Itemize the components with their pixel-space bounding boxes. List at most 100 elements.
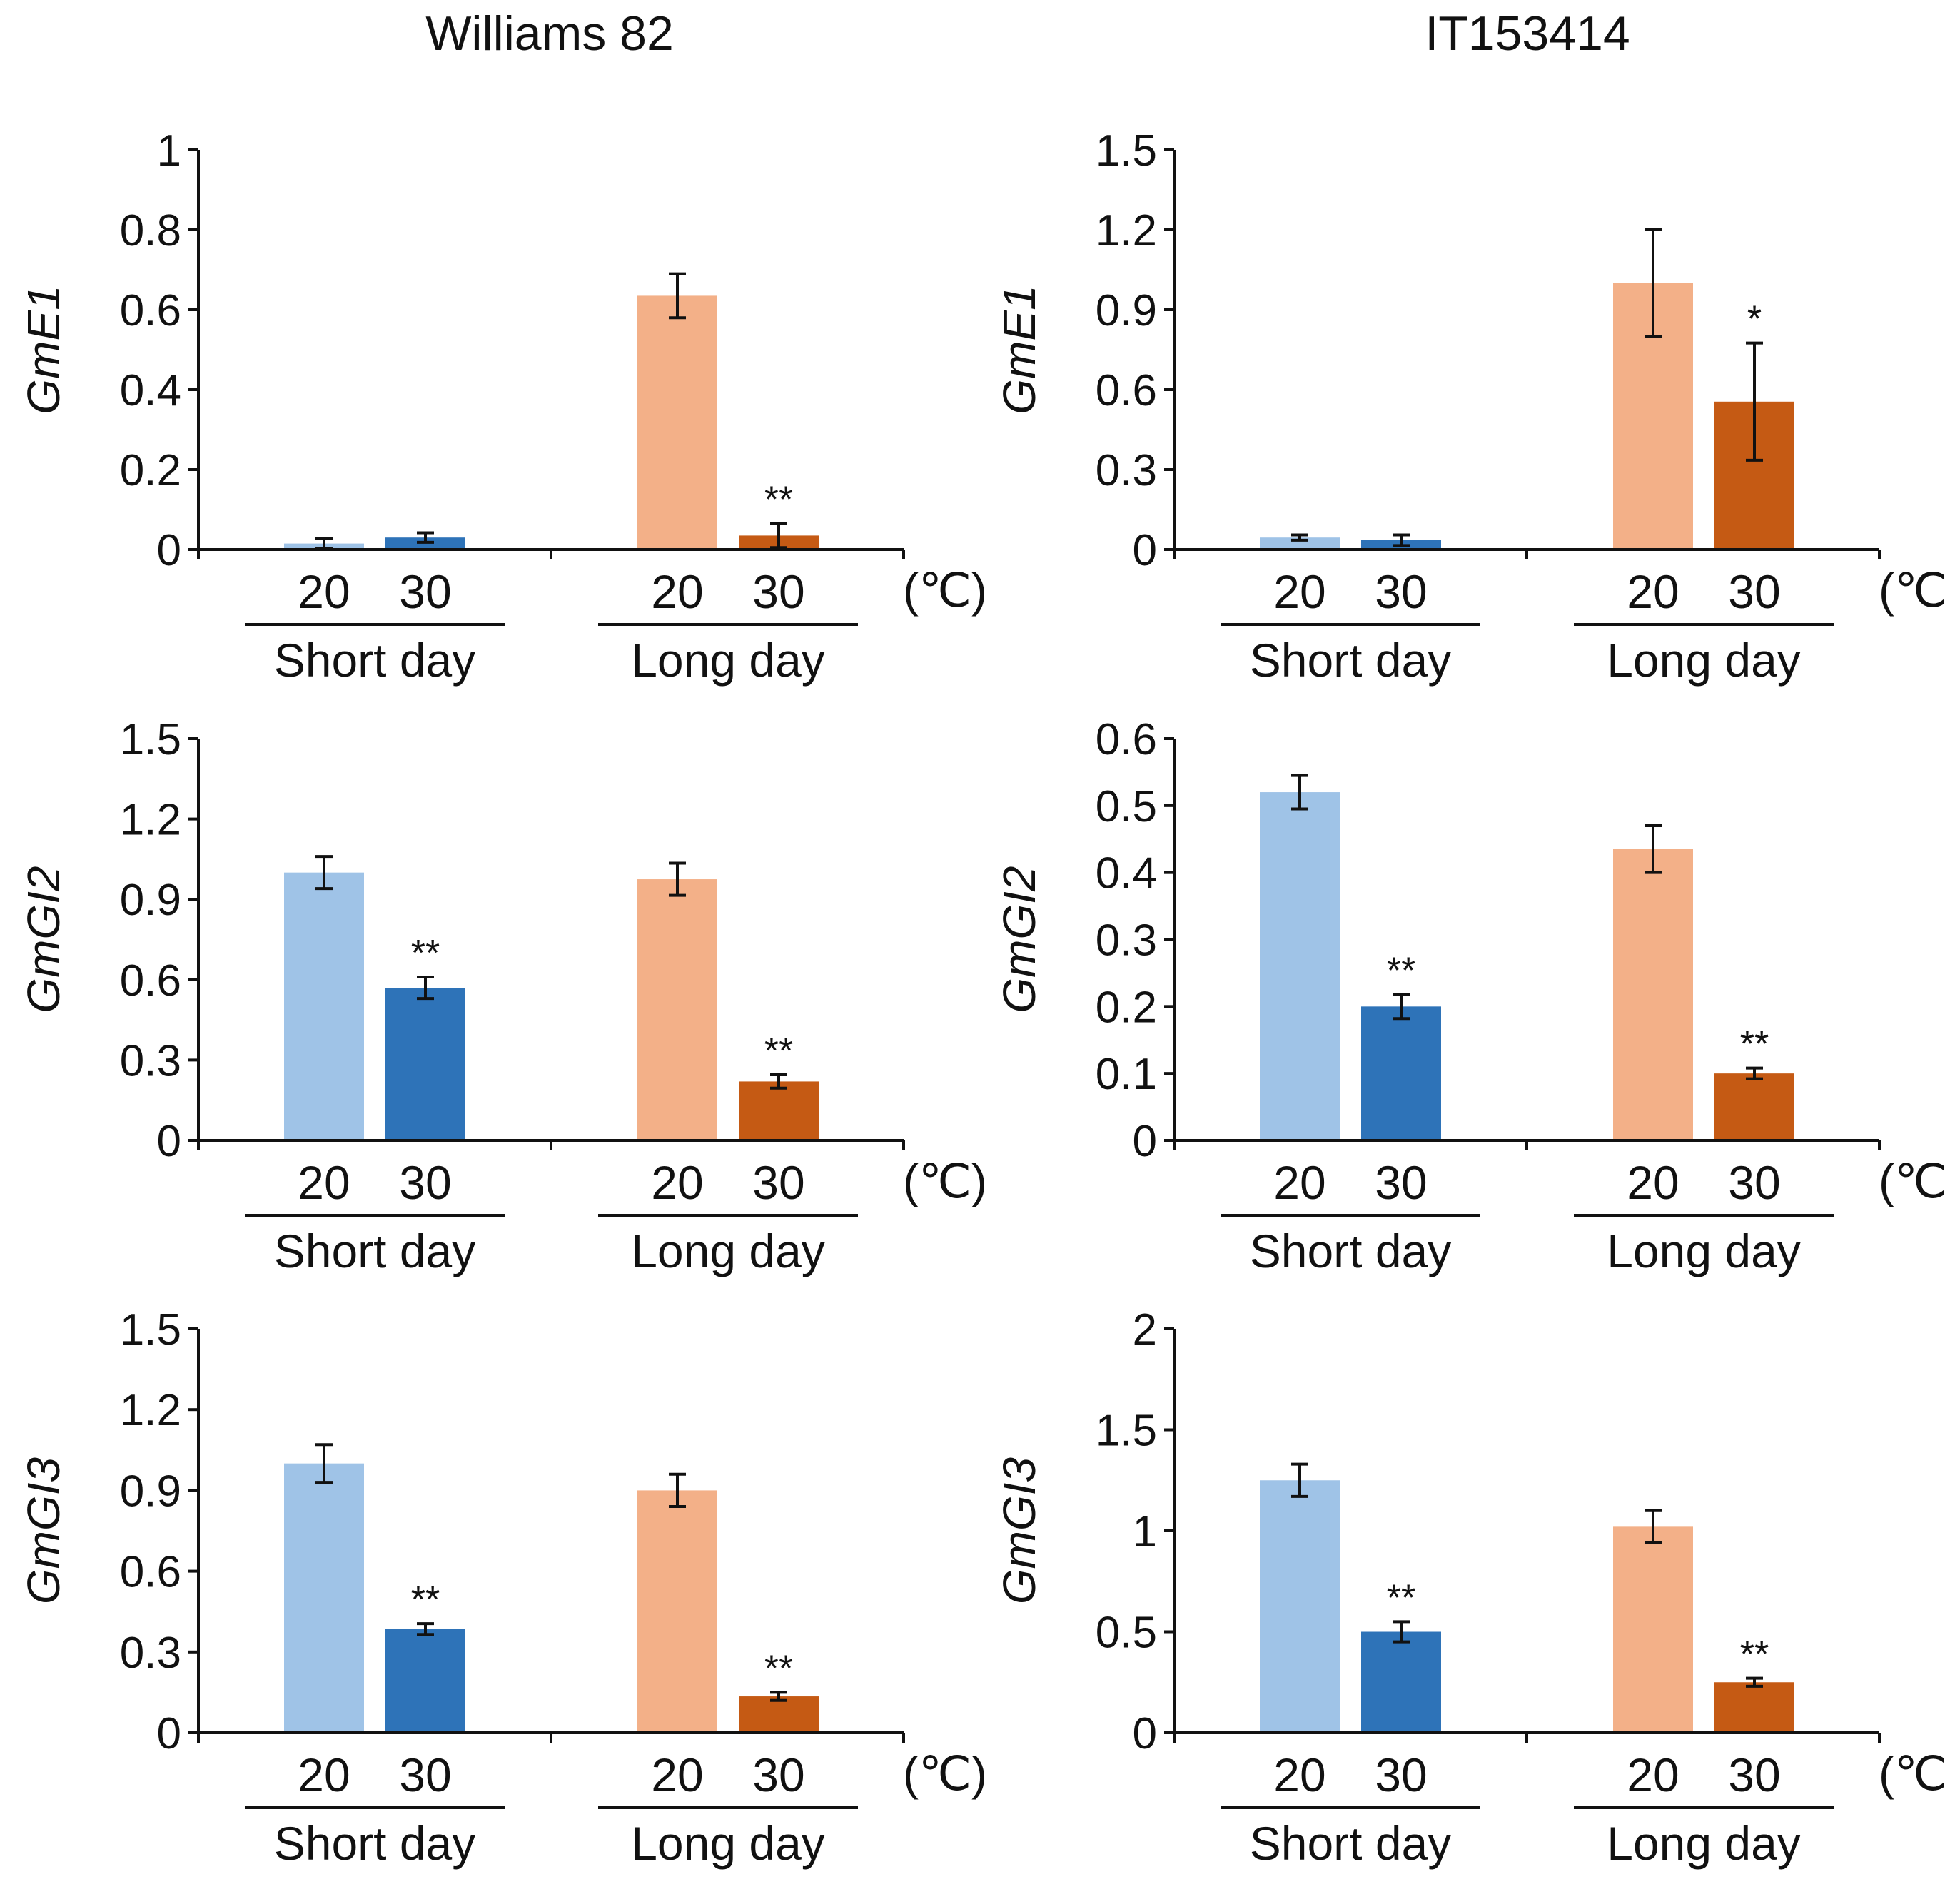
temperature-label: 20 xyxy=(1627,1748,1679,1801)
y-tick-label: 0.4 xyxy=(120,366,181,415)
temperature-label: 20 xyxy=(651,1156,703,1209)
temperature-label: 30 xyxy=(1728,1156,1780,1209)
bar-long-day-30 xyxy=(1714,1073,1794,1140)
error-bar xyxy=(315,855,333,891)
error-bar xyxy=(1746,1676,1763,1688)
y-tick-label: 0 xyxy=(1133,1709,1157,1758)
unit-label: (℃) xyxy=(903,1155,987,1207)
error-bar xyxy=(770,522,787,550)
temperature-label: 30 xyxy=(752,1748,804,1801)
bar-short-day-30 xyxy=(1361,1631,1441,1733)
group-label-short-day: Short day xyxy=(1250,634,1452,687)
chart-panel-it153414-gmgi3: ** ** 0 0.5 1 1.5 2 GmGI3 20 30 20 30 (℃) Short day Lo… xyxy=(994,1305,1945,1870)
temperature-label: 20 xyxy=(1273,565,1325,618)
column-title-it153414: IT153414 xyxy=(1425,6,1630,61)
bar-long-day-30 xyxy=(739,1081,819,1140)
y-tick-label: 0 xyxy=(1133,1117,1157,1166)
y-axis-label: GmGI3 xyxy=(994,1457,1045,1604)
bar-short-day-20 xyxy=(284,1463,364,1733)
error-bar xyxy=(1746,341,1763,462)
y-tick-label: 0.3 xyxy=(120,1036,181,1085)
group-label-short-day: Short day xyxy=(1250,1225,1452,1277)
error-bar xyxy=(1393,993,1410,1021)
temperature-label: 20 xyxy=(298,1748,350,1801)
temperature-label: 30 xyxy=(1375,565,1427,618)
unit-label: (℃) xyxy=(903,1747,987,1800)
temperature-label: 30 xyxy=(1375,1748,1427,1801)
group-label-short-day: Short day xyxy=(274,1225,476,1277)
y-tick-label: 0.3 xyxy=(120,1629,181,1678)
temperature-label: 30 xyxy=(752,1156,804,1209)
error-bar xyxy=(669,272,686,320)
column-title-williams82: Williams 82 xyxy=(425,6,674,61)
y-tick-label: 0.3 xyxy=(1096,916,1157,966)
y-axis-label: GmGI2 xyxy=(994,866,1045,1013)
y-tick-label: 1 xyxy=(157,126,181,176)
bar-short-day-20 xyxy=(1260,792,1340,1140)
y-tick-label: 0.6 xyxy=(120,1548,181,1597)
y-tick-label: 0.6 xyxy=(1096,715,1157,764)
unit-label: (℃) xyxy=(1879,564,1945,617)
y-axis-label: GmGI2 xyxy=(18,866,69,1013)
chart-panel-it153414-gme1: * 0 0.3 0.6 0.9 1.2 1.5 GmE1 20 30 20 30 (℃) Short da… xyxy=(994,126,1945,687)
error-bar xyxy=(669,1472,686,1509)
group-label-short-day: Short day xyxy=(274,634,476,687)
error-bar xyxy=(1645,228,1662,338)
y-tick-label: 0.6 xyxy=(120,956,181,1006)
bar-long-day-20 xyxy=(1613,1526,1693,1733)
chart-panel-williams-82-gmgi2: ** ** 0 0.3 0.6 0.9 1.2 1.5 GmGI2 20 30 20 30 (℃) Shor… xyxy=(18,715,987,1277)
group-label-short-day: Short day xyxy=(274,1817,476,1870)
bar-short-day-20 xyxy=(1260,1480,1340,1733)
bar-short-day-30 xyxy=(385,1629,465,1733)
temperature-label: 20 xyxy=(1627,1156,1679,1209)
y-tick-label: 0.1 xyxy=(1096,1050,1157,1099)
error-bar xyxy=(1393,533,1410,547)
y-tick-label: 0 xyxy=(157,1709,181,1758)
significance-mark: ** xyxy=(1387,950,1415,991)
y-tick-label: 1 xyxy=(1133,1507,1157,1556)
y-tick-label: 1.2 xyxy=(1096,206,1157,255)
y-tick-label: 0 xyxy=(1133,526,1157,575)
y-tick-label: 0.9 xyxy=(120,1467,181,1516)
y-axis-label: GmGI3 xyxy=(18,1457,69,1604)
significance-mark: ** xyxy=(411,933,440,974)
significance-mark: ** xyxy=(1740,1634,1769,1676)
significance-mark: ** xyxy=(1740,1024,1769,1065)
y-tick-label: 0.5 xyxy=(1096,782,1157,831)
temperature-label: 30 xyxy=(399,1748,451,1801)
y-tick-label: 1.5 xyxy=(1096,126,1157,176)
error-bar xyxy=(1645,824,1662,874)
temperature-label: 30 xyxy=(1728,565,1780,618)
y-tick-label: 1.5 xyxy=(120,715,181,764)
significance-mark: ** xyxy=(411,1579,440,1621)
group-label-long-day: Long day xyxy=(1607,1225,1801,1277)
y-tick-label: 0.3 xyxy=(1096,446,1157,495)
chart-panel-williams-82-gme1: ** 0 0.2 0.4 0.6 0.8 1 GmE1 20 30 20 30 (℃) Short day… xyxy=(18,126,987,687)
significance-mark: ** xyxy=(764,1031,793,1072)
group-label-short-day: Short day xyxy=(1250,1817,1452,1870)
temperature-label: 20 xyxy=(1273,1156,1325,1209)
y-tick-label: 0 xyxy=(157,526,181,575)
y-tick-label: 0.4 xyxy=(1096,849,1157,898)
y-tick-label: 0.2 xyxy=(1096,983,1157,1032)
error-bar xyxy=(770,1073,787,1090)
y-tick-label: 0.9 xyxy=(120,876,181,925)
y-tick-label: 0.8 xyxy=(120,206,181,255)
y-axis-label: GmE1 xyxy=(18,285,69,414)
bar-short-day-30 xyxy=(1361,1006,1441,1140)
unit-label: (℃) xyxy=(1879,1155,1945,1207)
y-tick-label: 1.2 xyxy=(120,796,181,845)
temperature-label: 20 xyxy=(651,1748,703,1801)
y-axis-label: GmE1 xyxy=(994,285,1045,414)
temperature-label: 30 xyxy=(399,1156,451,1209)
error-bar xyxy=(1645,1509,1662,1544)
bar-long-day-20 xyxy=(637,879,717,1140)
temperature-label: 20 xyxy=(1627,565,1679,618)
y-tick-label: 0.9 xyxy=(1096,286,1157,335)
group-label-long-day: Long day xyxy=(1607,634,1801,687)
group-label-long-day: Long day xyxy=(631,1225,825,1277)
chart-panel-williams-82-gmgi3: ** ** 0 0.3 0.6 0.9 1.2 1.5 GmGI3 20 30 20 30 (℃) Shor… xyxy=(18,1305,987,1870)
error-bar xyxy=(417,1622,434,1636)
bar-short-day-30 xyxy=(385,988,465,1140)
y-tick-label: 0.5 xyxy=(1096,1609,1157,1658)
